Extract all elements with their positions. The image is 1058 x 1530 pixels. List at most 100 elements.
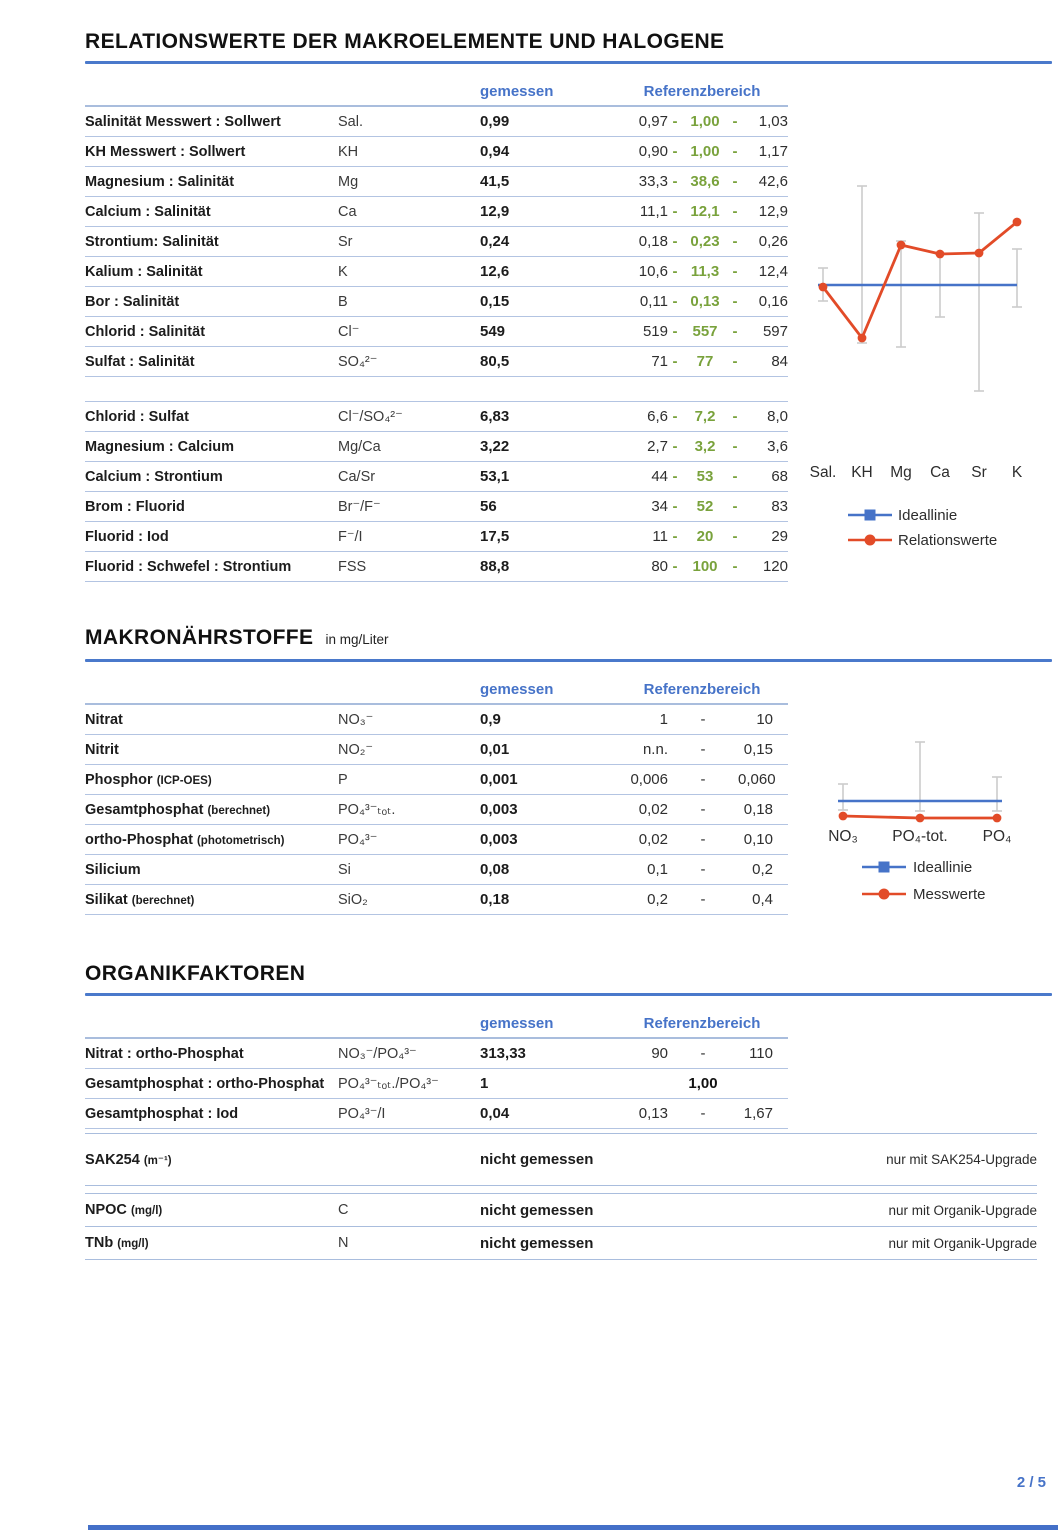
reference-min: 0,006 [630,771,668,788]
table-row: Fluorid : Iod F⁻/I 17,5 11 - 20 - 29 [85,522,788,552]
reference-range: 44 - 53 - 68 [560,468,788,485]
reference-ideal: 1,00 [688,1075,718,1092]
svg-text:PO₄: PO₄ [983,828,1012,845]
table-row: Bor : Salinität B 0,15 0,11 - 0,13 - 0,1… [85,287,788,317]
measured-value: 0,01 [480,741,510,758]
range-dash: - [700,711,706,728]
table-header-row: gemessen Referenzbereich [85,1009,788,1039]
parameter-label: TNb (mg/l) [85,1235,338,1251]
parameter-note: (photometrisch) [196,834,285,847]
reference-max: 12,4 [758,263,788,280]
section-makronaehrstoffe: MAKRONÄHRSTOFFE in mg/Liter gemessen Refe… [85,626,1052,915]
measured-value: 3,22 [480,438,510,455]
table-row: Magnesium : Calcium Mg/Ca 3,22 2,7 - 3,2… [85,432,788,462]
range-dash: - [672,558,678,575]
svg-text:Sal.: Sal. [810,464,837,481]
reference-min: n.n. [642,741,668,758]
parameter-name: Silikat [85,891,128,908]
svg-text:PO₄-tot.: PO₄-tot. [892,828,947,845]
footer-bar [88,1525,1058,1530]
reference-max: 29 [771,528,788,545]
reference-ideal: 3,2 [694,438,716,455]
parameter-name: Silicium [85,861,141,878]
column-header-gemessen: gemessen [480,1014,554,1032]
table-row: Silikat (berechnet) SiO₂ 0,18 0,2 - 0,4 [85,885,788,915]
measured-value: 0,001 [480,771,518,788]
parameter-label: Strontium: Salinität [85,233,219,250]
reference-range: 11,1 - 12,1 - 12,9 [560,203,788,220]
range-dash: - [732,113,738,130]
reference-max: 84 [771,353,788,370]
parameter-symbol: B [338,293,348,310]
range-dash: - [672,323,678,340]
parameter-label: KH Messwert : Sollwert [85,143,246,160]
table-row: Phosphor (ICP-OES) P 0,001 0,006 - 0,060 [85,765,788,795]
parameter-label: Gesamtphosphat (berechnet) [85,802,338,818]
reference-min: 11,1 [639,203,668,220]
reference-range: 90 - 110 [560,1045,788,1062]
parameter-symbol: NO₃⁻ [338,711,374,728]
reference-max: 0,15 [743,741,773,758]
reference-range: 0,02 - 0,10 [560,831,788,848]
upgrade-note: nur mit SAK254-Upgrade [886,1152,1037,1167]
range-dash: - [732,203,738,220]
svg-text:NO₃: NO₃ [828,828,858,845]
upgrade-note: nur mit Organik-Upgrade [888,1235,1037,1251]
page-number: 2 / 5 [1016,1474,1046,1491]
section-subtitle: in mg/Liter [325,632,389,647]
table-row: Silicium Si 0,08 0,1 - 0,2 [85,855,788,885]
reference-min: 0,11 [639,293,668,310]
section-title: ORGANIKFAKTOREN [85,962,306,985]
makronaehrstoffe-chart: NO₃ PO₄-tot. PO₄ Ideallinie Messwerte [800,720,1052,925]
parameter-symbol: K [338,263,348,280]
relationswerte-block1: Salinität Messwert : Sollwert Sal. 0,99 … [85,107,788,377]
reference-max: 0,4 [752,891,773,908]
range-dash: - [672,173,678,190]
reference-range: 0,97 - 1,00 - 1,03 [560,113,788,130]
reference-max: 10 [756,711,773,728]
parameter-label: Gesamtphosphat : ortho-Phosphat [85,1075,325,1092]
svg-text:Ca: Ca [930,464,950,481]
section-title-text: MAKRONÄHRSTOFFE [85,626,314,649]
upgrade-note: nur mit Organik-Upgrade [888,1202,1037,1218]
parameter-symbol: Sal. [338,113,363,130]
table-row: SAK254 (m⁻¹) nicht gemessen nur mit SAK2… [85,1134,1037,1185]
measured-value: 12,9 [480,203,510,220]
reference-min: 34 [651,498,668,515]
parameter-name: Gesamtphosphat [85,801,204,818]
svg-text:Messwerte: Messwerte [913,886,986,903]
parameter-symbol: NO₂⁻ [338,741,374,758]
reference-range: 0,90 - 1,00 - 1,17 [560,143,788,160]
section-organikfaktoren: ORGANIKFAKTOREN gemessen Referenzbereich… [85,962,1052,1129]
parameter-symbol: SO₄²⁻ [338,353,378,370]
range-dash: - [672,468,678,485]
range-dash: - [700,861,706,878]
parameter-note: (ICP-OES) [156,774,212,787]
reference-max: 0,060 [738,771,776,788]
reference-max: 0,18 [743,801,773,818]
parameter-label: Salinität Messwert : Sollwert [85,113,281,130]
reference-range: 2,7 - 3,2 - 3,6 [560,438,788,455]
range-dash: - [672,203,678,220]
table-row: Magnesium : Salinität Mg 41,5 33,3 - 38,… [85,167,788,197]
parameter-name: TNb [85,1235,114,1251]
parameter-name: NPOC [85,1202,127,1218]
reference-range: 0,18 - 0,23 - 0,26 [560,233,788,250]
range-dash: - [700,741,706,758]
range-dash: - [732,438,738,455]
parameter-symbol: PO₄³⁻ [338,831,378,848]
measured-value: nicht gemessen [480,1201,594,1219]
reference-ideal: 7,2 [694,408,716,425]
parameter-label: Nitrat : ortho-Phosphat [85,1045,244,1062]
range-dash: - [732,263,738,280]
reference-min: 71 [651,353,668,370]
parameter-symbol: Si [338,861,351,878]
svg-text:Mg: Mg [890,464,912,481]
organik-upgrade-table: NPOC (mg/l) C nicht gemessen nur mit Org… [85,1193,1037,1260]
parameter-symbol: PO₄³⁻ₜₒₜ./PO₄³⁻ [338,1075,439,1092]
table-row: Strontium: Salinität Sr 0,24 0,18 - 0,23… [85,227,788,257]
measured-value: 0,003 [480,801,518,818]
range-dash: - [700,831,706,848]
reference-max: 12,9 [758,203,788,220]
range-dash: - [732,323,738,340]
